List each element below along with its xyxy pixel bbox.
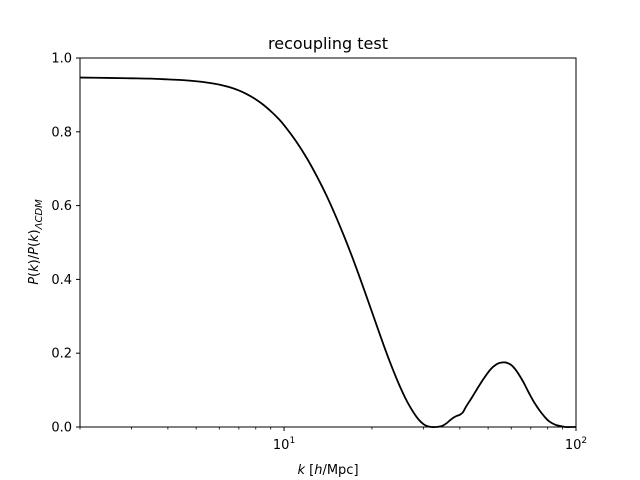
chart-title: recoupling test (268, 34, 388, 53)
y-tick-label-2: 0.4 (51, 273, 72, 288)
x-axis-label: k [h/Mpc] (297, 463, 358, 478)
y-axis-label: P(k)/P(k)ΛCDM (27, 199, 45, 285)
plot-area (79, 76, 576, 428)
x-tick-label-1: 102 (565, 436, 587, 453)
y-tick-label-0: 0.0 (51, 421, 72, 436)
y-tick-label-4: 0.8 (51, 125, 72, 140)
y-tick-label-3: 0.6 (51, 199, 72, 214)
y-tick-label-5: 1.0 (51, 52, 72, 67)
y-tick-label-1: 0.2 (51, 347, 72, 362)
series-line-0 (79, 76, 576, 428)
x-tick-label-0: 101 (273, 436, 295, 453)
axes-frame (79, 57, 577, 428)
ticks: 0.0 0.2 0.4 0.6 0.8 1.0 101 102 (51, 52, 587, 454)
